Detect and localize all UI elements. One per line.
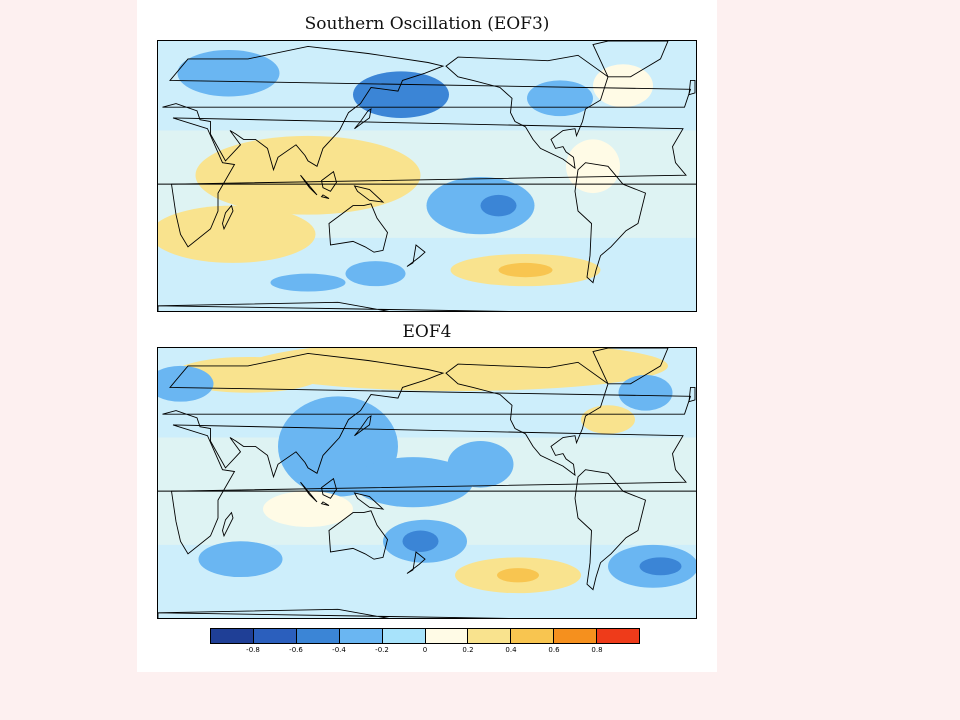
legend-tick-label: 0: [422, 646, 428, 654]
legend-swatch: [511, 629, 555, 643]
coastline-greenland: [592, 348, 669, 385]
coastline-north-america: [445, 361, 609, 477]
legend-swatch: [382, 629, 426, 643]
anomaly-region: [270, 273, 346, 292]
figure-panel: Southern Oscillation (EOF3) EOF4 -0.8 -0.…: [137, 0, 717, 672]
anomaly-region: [599, 414, 617, 425]
legend-swatch: [554, 629, 598, 643]
coastline-new-guinea: [353, 492, 385, 510]
legend-swatch: [296, 629, 340, 643]
legend-tick-label: 0.6: [548, 646, 560, 654]
coastline-indonesia-b: [320, 194, 330, 199]
coastline-eurasia: [162, 45, 692, 172]
legend-tick-label: 0.2: [462, 646, 474, 654]
coastline-eurasia: [162, 352, 692, 479]
anomaly-region: [480, 194, 517, 217]
coastline-borneo: [321, 477, 337, 499]
anomaly-region: [345, 261, 406, 287]
anomaly-region: [498, 262, 553, 278]
eof4-map[interactable]: [157, 347, 697, 619]
eof3-title: Southern Oscillation (EOF3): [304, 14, 550, 34]
coastline-japan: [354, 108, 372, 130]
map-canvas: [158, 348, 696, 618]
legend-tick-label: 0.4: [505, 646, 517, 654]
coastline-north-america: [445, 54, 609, 170]
coastline-south-america: [574, 162, 647, 284]
anomaly-region: [177, 49, 280, 97]
coastline-indonesia-b: [320, 501, 330, 506]
legend-tick-label: -0.4: [332, 646, 346, 654]
coastline-indonesia-a: [300, 174, 318, 196]
coastline-antarctica: [158, 301, 512, 311]
coastline-africa: [170, 424, 687, 555]
anomaly-region: [158, 205, 316, 263]
legend-swatch: [468, 629, 512, 643]
color-scale-bar: [210, 628, 640, 644]
coastline-indonesia-a: [300, 481, 318, 503]
anomaly-region: [639, 557, 682, 576]
legend-swatch: [425, 629, 469, 643]
legend-swatch: [597, 629, 640, 643]
legend-swatch: [339, 629, 383, 643]
anomaly-region: [305, 148, 395, 192]
coastline-new-guinea: [353, 185, 385, 203]
anomaly-region: [381, 78, 430, 104]
anomaly-region: [593, 64, 653, 108]
anomaly-region: [263, 491, 353, 527]
coastline-south-america: [574, 469, 647, 591]
legend-swatch: [253, 629, 297, 643]
coastline-madagascar: [222, 511, 234, 538]
coastline-new-zealand: [406, 551, 426, 574]
coastline-australia: [328, 510, 388, 560]
coastline-new-zealand: [406, 244, 426, 267]
anomaly-region: [618, 374, 673, 411]
anomaly-region: [353, 457, 473, 508]
coastline-japan: [354, 415, 372, 437]
legend-tick-label: -0.6: [289, 646, 303, 654]
coastline-europe-uk: [688, 79, 696, 96]
anomaly-region: [198, 541, 283, 578]
eof3-map[interactable]: [157, 40, 697, 312]
legend-tick-label: -0.2: [375, 646, 389, 654]
anomaly-region: [497, 568, 539, 583]
coastline-australia: [328, 203, 388, 253]
anomaly-region: [566, 139, 620, 194]
legend-tick-label: -0.8: [246, 646, 260, 654]
coastline-antarctica: [158, 608, 512, 618]
coastline-africa: [170, 117, 687, 248]
coastline-madagascar: [222, 204, 234, 231]
eof4-title: EOF4: [402, 322, 452, 342]
legend-tick-label: 0.8: [591, 646, 603, 654]
color-scale-ticks: -0.8 -0.6 -0.4 -0.2 0 0.2 0.4 0.6 0.8: [210, 644, 640, 658]
coastline-borneo: [321, 170, 337, 192]
anomaly-region: [447, 441, 514, 488]
legend-swatch: [211, 629, 254, 643]
coastline-europe-uk: [688, 386, 696, 403]
anomaly-region: [527, 80, 593, 117]
anomaly-region: [158, 365, 214, 402]
coastline-greenland: [592, 41, 669, 78]
color-legend: -0.8 -0.6 -0.4 -0.2 0 0.2 0.4 0.6 0.8: [210, 628, 640, 658]
anomaly-region: [402, 530, 439, 552]
map-canvas: [158, 41, 696, 311]
